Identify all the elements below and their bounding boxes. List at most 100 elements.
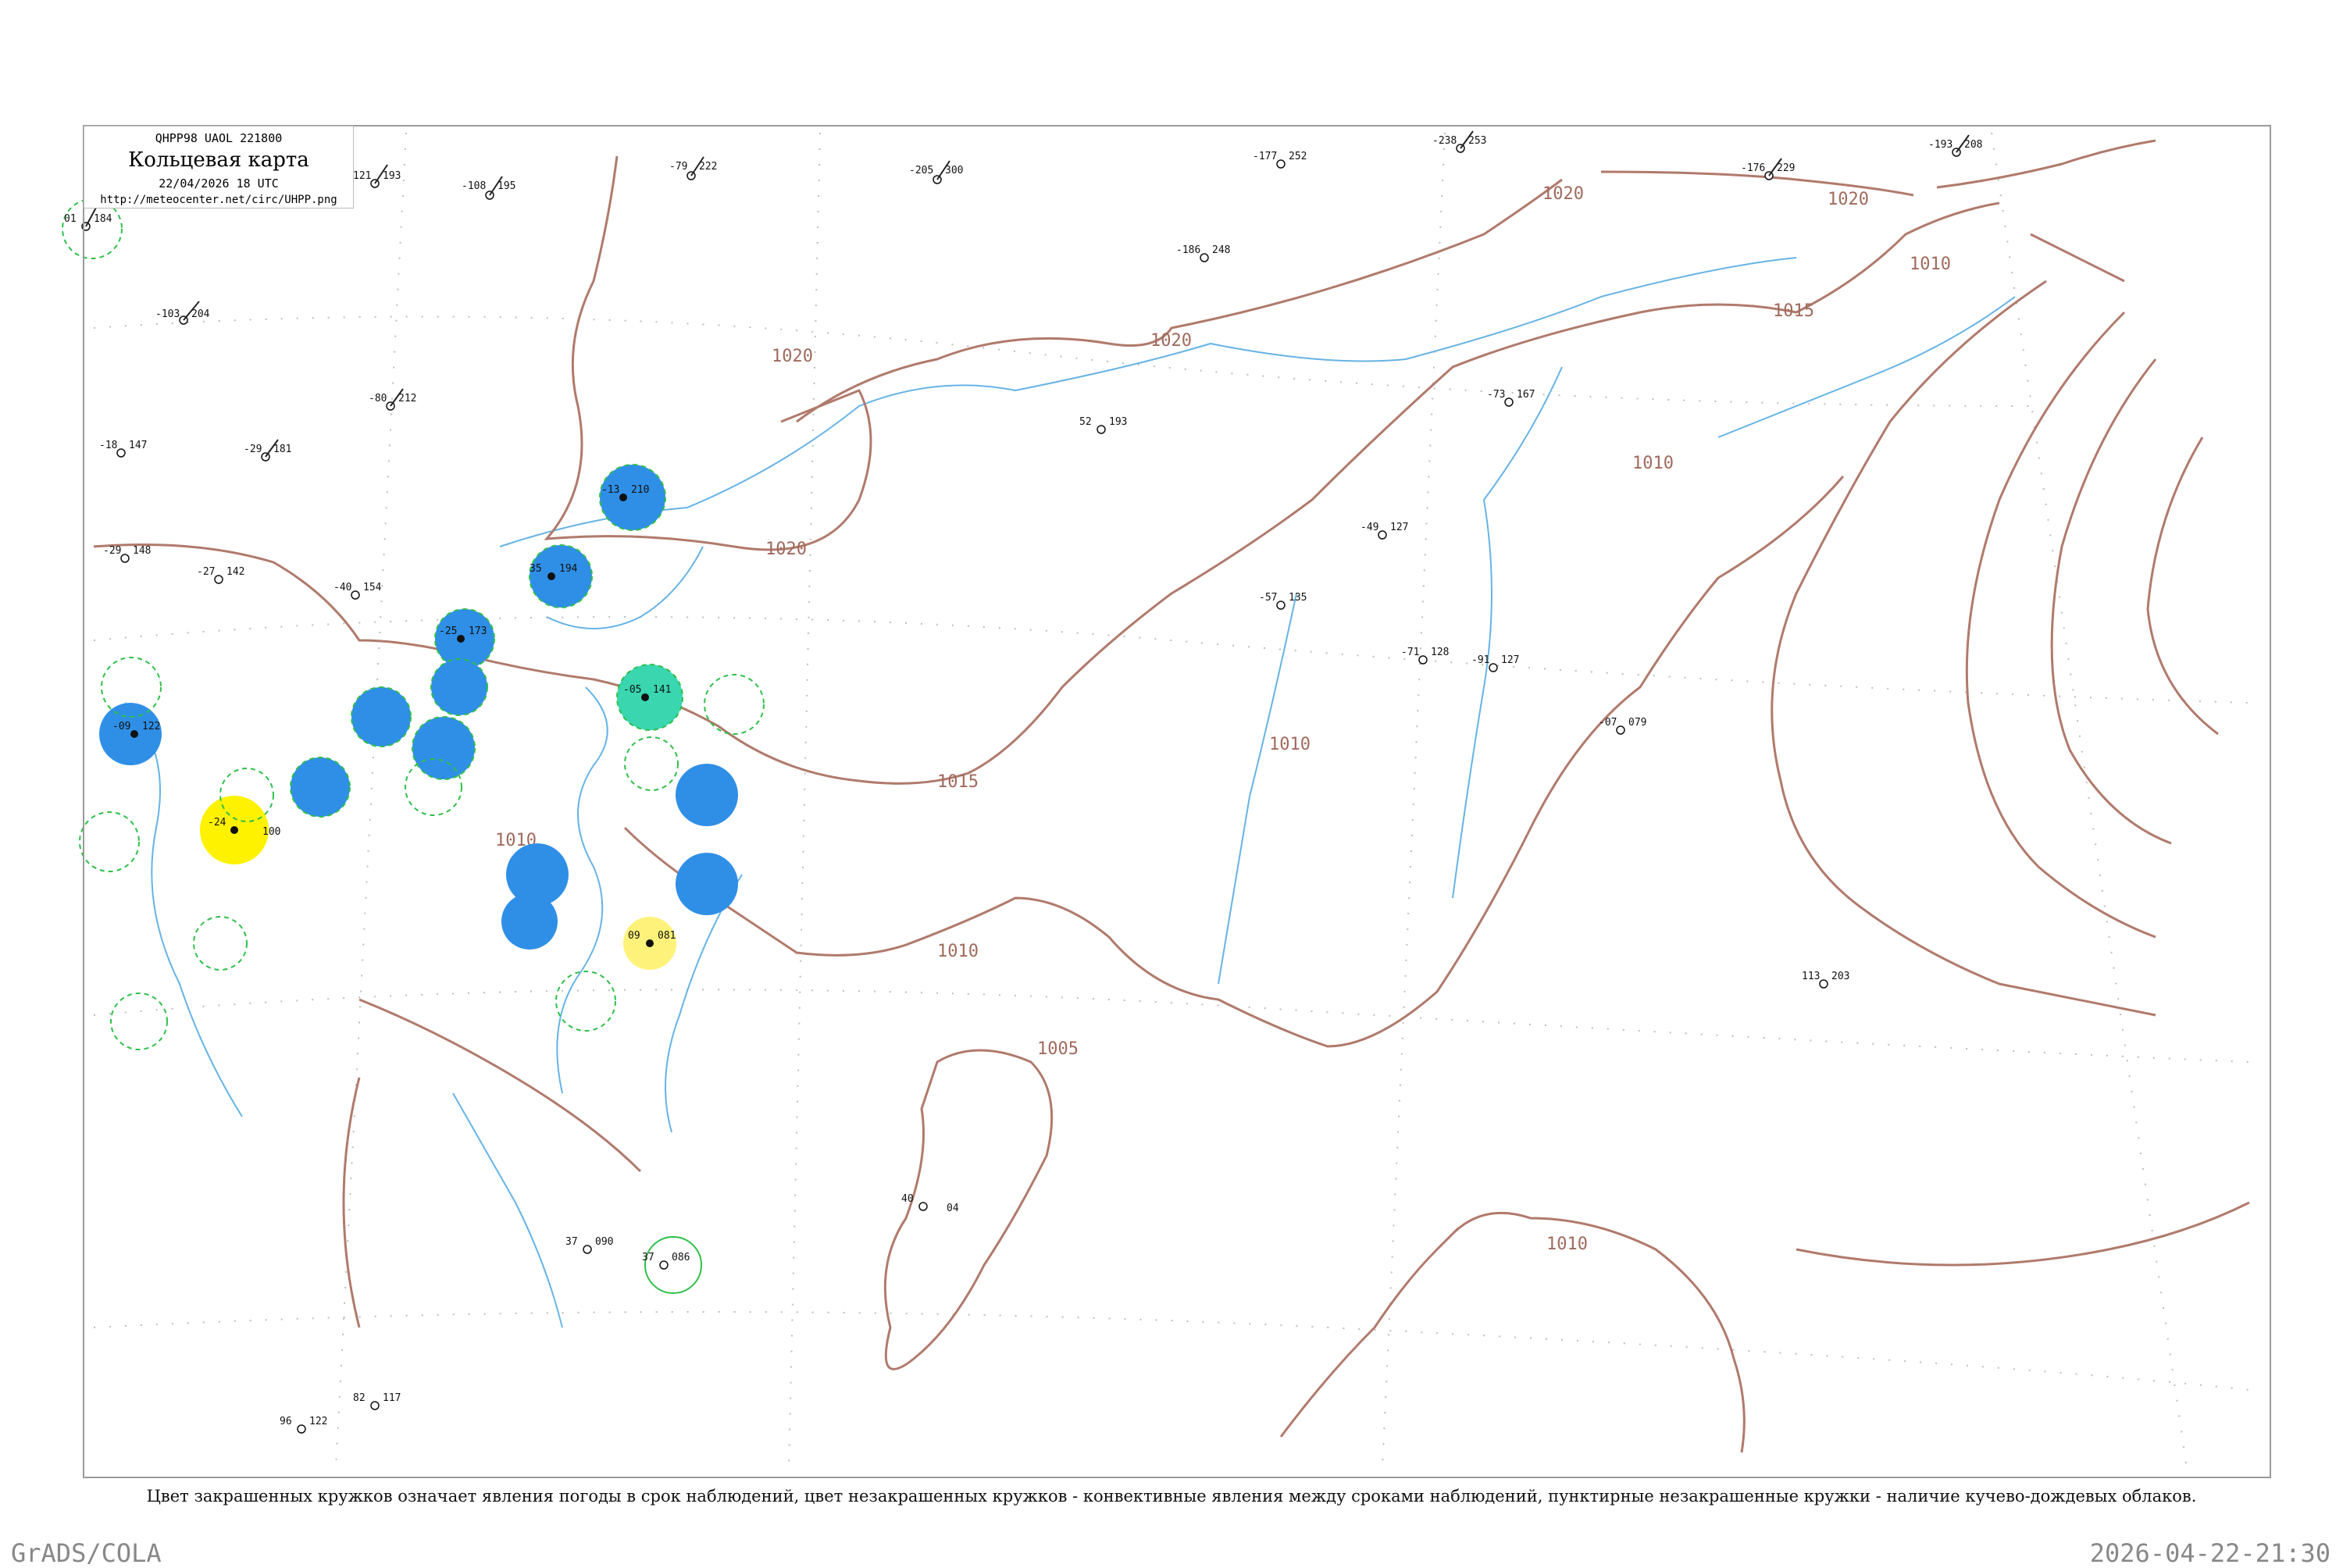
station-plot[interactable]: -57 135 [1259,592,1307,610]
station-temp: -238 [1432,135,1457,147]
station-circle[interactable] [219,768,274,822]
station-plot[interactable]: -73 167 [1487,389,1535,407]
station-temp: 35 [530,563,542,575]
station-plot[interactable]: -13 210 [601,484,649,501]
station-plot[interactable]: -09 122 [112,721,160,738]
station-circle[interactable] [616,664,683,731]
station-plot[interactable]: -103 204 [155,301,210,325]
station-plot[interactable]: 37 086 [642,1252,690,1270]
station-circle[interactable] [555,971,616,1032]
station-temp: -24 [208,817,226,829]
station-pressure: 203 [1831,971,1849,982]
station-circle[interactable] [529,544,593,608]
station-temp: 37 [565,1236,578,1248]
station-plot[interactable]: 09 081 [628,930,676,947]
station-circle[interactable] [704,674,765,735]
station-temp: 121 [353,170,371,182]
station-plot[interactable]: 37 090 [565,1236,613,1254]
isobar-label: 1020 [765,540,807,559]
station-circle[interactable] [676,853,738,915]
station-plot[interactable]: 52 193 [1079,416,1127,434]
station-temp: -80 [369,393,387,404]
station-circle[interactable] [430,658,488,716]
station-plot[interactable]: -18 147 [99,440,147,458]
station-plot[interactable]: -238 253 [1432,130,1486,153]
station-circle[interactable] [101,657,162,718]
station-plot[interactable]: 96 122 [280,1416,327,1434]
station-circle[interactable] [599,464,666,531]
station-pressure: 100 [262,826,280,838]
wind-barb [690,156,704,176]
station-plot[interactable]: -176 229 [1741,158,1795,180]
station-plot[interactable]: 82 117 [353,1392,401,1410]
station-plot[interactable]: -205 300 [909,160,963,184]
coastlines [124,257,2016,1328]
isobar-label: 1010 [937,942,979,961]
station-plot[interactable]: -79 222 [669,156,717,180]
footer-left: GrADS/COLA [11,1538,162,1568]
station-plot[interactable]: -29 181 [244,439,291,461]
station-plot[interactable]: -91 127 [1471,654,1519,672]
station-plot[interactable]: -177 252 [1253,151,1307,169]
station-pressure: 086 [672,1252,690,1263]
station-circle[interactable] [405,758,462,816]
station-plot[interactable]: -193 208 [1928,134,1982,157]
station-pressure: 252 [1289,151,1307,162]
station-circle[interactable] [290,757,351,818]
station-circle[interactable] [624,736,679,791]
station-pressure: 253 [1468,135,1486,147]
station-temp: -205 [909,165,933,176]
station-plot[interactable]: -24 100 [208,817,280,838]
station-circle[interactable] [79,811,140,872]
station-plot[interactable]: -49 127 [1361,522,1408,540]
station-pressure: 181 [273,444,291,455]
station-temp: -186 [1176,244,1200,256]
station-plot[interactable]: 113 203 [1802,971,1849,989]
station-pressure: 248 [1212,244,1230,256]
station-circle[interactable] [676,764,738,826]
station-temp: 37 [642,1252,654,1263]
station-plot[interactable]: -29 148 [103,545,151,563]
wind-barb [1956,134,1970,153]
station-circle[interactable] [351,686,412,747]
station-plot[interactable]: -71 128 [1401,647,1449,665]
station-plot[interactable]: -07 079 [1599,717,1646,735]
station-temp: -193 [1928,139,1952,151]
station-plot[interactable]: -27 142 [197,566,244,584]
station-temp: -91 [1471,654,1489,666]
station-pressure: 229 [1777,162,1795,174]
station-circle[interactable] [506,843,569,906]
station-plot[interactable]: -40 154 [333,582,382,600]
station-pressure: 210 [631,484,649,496]
station-plot[interactable]: -80 212 [369,388,416,411]
station-circle[interactable] [110,992,168,1050]
station-pressure: 193 [383,170,401,182]
station-plot[interactable]: -25 173 [439,625,487,643]
station-plot[interactable]: 121 193 [353,164,401,188]
station-pressure: 167 [1517,389,1535,401]
station-pressure: 300 [945,165,963,176]
station-temp: -73 [1487,389,1505,401]
chart-time: 22/04/2026 18 UTC [159,176,279,191]
station-circle[interactable] [644,1236,702,1294]
station-plot[interactable]: 40 04 [901,1193,959,1214]
station-pressure: 128 [1431,647,1449,658]
station-pressure: 204 [191,308,210,320]
station-temp: -49 [1361,522,1378,533]
station-plot[interactable]: -108 195 [462,176,515,200]
isobar-label: 1005 [1037,1039,1079,1059]
station-circle[interactable] [193,916,248,971]
station-circle[interactable] [501,893,558,950]
wind-barb [1768,158,1782,176]
station-plot[interactable]: 35 194 [530,563,578,580]
station-circle[interactable] [412,716,476,780]
chart-url[interactable]: http://meteocenter.net/circ/UHPP.png [100,194,337,206]
station-plot[interactable]: -186 248 [1176,244,1230,262]
station-temp: -57 [1259,592,1277,604]
isobar-label: 1010 [1910,255,1951,274]
station-temp: -79 [669,161,687,173]
isobars [93,139,2250,1453]
station-plot[interactable]: -05 141 [623,684,671,701]
map-frame [83,125,2271,1478]
